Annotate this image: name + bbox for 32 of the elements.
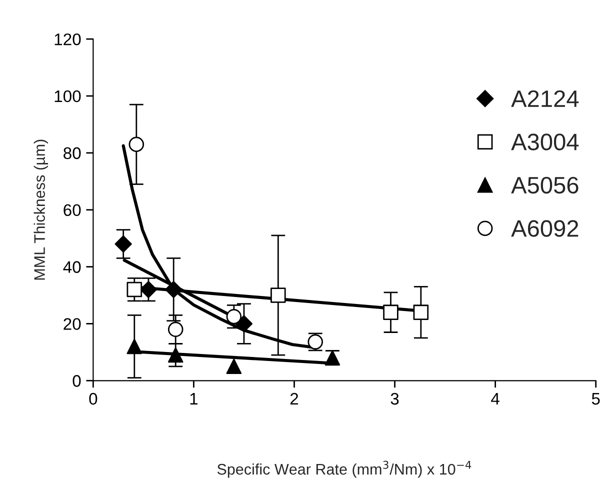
y-tick-label: 0 bbox=[72, 375, 81, 387]
point bbox=[168, 322, 184, 338]
point bbox=[270, 288, 286, 303]
point bbox=[413, 304, 429, 320]
legend-label: A6092 bbox=[511, 220, 578, 237]
x-tick-label: 0 bbox=[89, 392, 98, 405]
y-tick-label: 100 bbox=[54, 90, 81, 102]
y-tick-label: 20 bbox=[64, 318, 81, 330]
legend-label: A3004 bbox=[511, 134, 579, 150]
point bbox=[114, 235, 132, 253]
x-tick-label: 2 bbox=[290, 392, 298, 405]
point bbox=[383, 304, 398, 320]
x-tick-label: 5 bbox=[592, 393, 600, 405]
point bbox=[235, 315, 253, 332]
point bbox=[126, 282, 142, 298]
y-tick-label: 120 bbox=[54, 33, 81, 46]
point bbox=[165, 280, 182, 298]
legend-label: A2124 bbox=[511, 90, 579, 107]
y-tick-label: 60 bbox=[64, 204, 81, 216]
x-tick-label: 4 bbox=[491, 393, 500, 405]
y-axis-title: MML Thickness (µm) bbox=[34, 140, 48, 280]
x-axis-title: Specific Wear Rate (mm$^{3}$/Nm) x 10$^{−4}$ bbox=[217, 460, 472, 478]
x-tick-label: 1 bbox=[190, 393, 198, 405]
legend-label: A5056 bbox=[511, 176, 578, 194]
y-tick-label: 40 bbox=[63, 261, 81, 273]
point bbox=[226, 358, 242, 374]
point bbox=[226, 308, 242, 324]
x-tick-label: 3 bbox=[390, 392, 399, 405]
y-tick-label: 80 bbox=[64, 147, 81, 160]
point bbox=[168, 347, 184, 363]
point bbox=[128, 136, 144, 152]
point bbox=[126, 338, 142, 354]
